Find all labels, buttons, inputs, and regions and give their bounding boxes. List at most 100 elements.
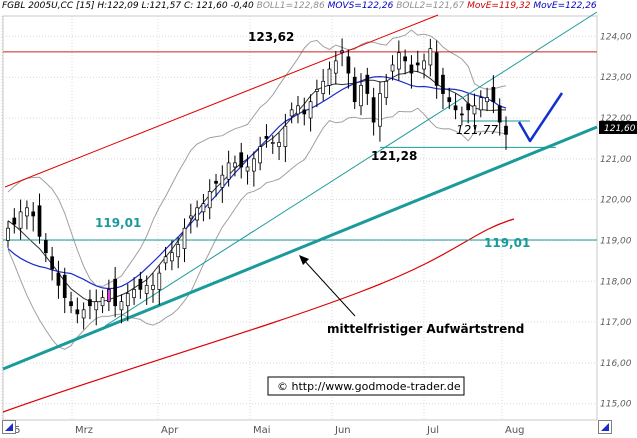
- candle-body: [207, 191, 212, 209]
- candle-body: [214, 180, 218, 184]
- candle-body: [352, 76, 357, 103]
- copyright-text: © http://www.godmode-trader.de: [277, 380, 461, 393]
- candle-body: [466, 103, 471, 111]
- boll2-value: BOLL2=121,67: [396, 1, 465, 11]
- candle-body: [346, 56, 351, 74]
- upper-channel-line: [4, 14, 439, 188]
- candle-body: [170, 252, 174, 262]
- close-value: C: 121,60 -0,40: [183, 1, 254, 11]
- candle-body: [144, 284, 149, 294]
- y-tick-label: 119,00: [600, 236, 632, 246]
- triangle-icon: [601, 423, 609, 431]
- x-tick-label: Jul: [426, 425, 439, 436]
- candle-body: [233, 162, 237, 168]
- candle-body: [182, 227, 187, 249]
- forecast-arrow: [517, 92, 564, 143]
- candle-body: [308, 101, 313, 119]
- bollinger-bands: [7, 29, 507, 350]
- current-price-label: 121,60: [604, 124, 636, 134]
- candle-body: [6, 227, 10, 241]
- candle-body: [37, 205, 42, 237]
- candle-body: [31, 211, 36, 217]
- chart-settings-button[interactable]: [2, 420, 16, 434]
- x-tick-label: Jun: [334, 425, 351, 436]
- candle-body: [12, 217, 17, 225]
- axes: 115,00 116,00 117,00 118,00 119,00 120,00 121,…: [5, 32, 637, 436]
- boll1-value: BOLL1=122,86: [256, 1, 325, 11]
- y-tick-label: 120,00: [600, 196, 632, 206]
- candle-body: [195, 207, 199, 221]
- candle-body: [151, 284, 155, 290]
- candle-body: [371, 97, 376, 123]
- candle-body: [50, 256, 54, 270]
- candle-body: [25, 207, 29, 217]
- candle-body: [239, 152, 244, 168]
- high-annotation: 123,62: [248, 30, 294, 44]
- x-tick-label: Mai: [253, 425, 271, 436]
- candle-body: [289, 109, 294, 117]
- mid-low-annotation: 121,28: [371, 149, 417, 163]
- trend-pointer-line: [301, 257, 356, 317]
- candle-body: [245, 166, 250, 172]
- candle-body: [69, 301, 73, 307]
- candle-body: [277, 142, 281, 147]
- symbol-label: FGBL 2005U,CC [15]: [2, 1, 95, 11]
- candle-body: [403, 56, 407, 62]
- plot-frame: [2, 15, 598, 421]
- y-tick-label: 117,00: [600, 318, 632, 328]
- trend-pointer-head: [299, 255, 309, 265]
- candle-body: [226, 162, 231, 180]
- candle-body: [81, 309, 86, 319]
- candle-body: [157, 272, 162, 290]
- moving-average-red: [2, 218, 515, 413]
- candle-body: [384, 80, 389, 98]
- candle-body: [283, 125, 288, 147]
- chart-grid: [1, 15, 598, 421]
- y-tick-label: 122,00: [600, 114, 632, 124]
- candle-body: [201, 203, 206, 213]
- candle-body: [220, 174, 225, 188]
- candle-body: [251, 158, 256, 172]
- candle-body: [75, 309, 80, 315]
- candle-body: [359, 85, 363, 107]
- support-left-annotation: 119,01: [95, 216, 141, 230]
- candle-body: [18, 211, 23, 229]
- candle-body: [321, 80, 326, 94]
- trend-lines: [2, 11, 598, 413]
- candle-body: [296, 105, 300, 115]
- candle-body: [119, 301, 124, 311]
- inner-trend-line: [104, 11, 598, 327]
- copyright-box: [267, 376, 465, 396]
- candle-body: [56, 272, 61, 286]
- candle-body: [340, 50, 344, 54]
- trend-annotation: mittelfristiger Aufwärtstrend: [327, 322, 524, 336]
- candle-body: [460, 113, 464, 116]
- candle-body: [447, 97, 452, 103]
- high-value: H:122,09: [97, 1, 139, 11]
- chart-scroll-button[interactable]: [598, 420, 612, 434]
- candle-body: [453, 105, 458, 111]
- candle-body: [409, 64, 414, 74]
- candle-body: [302, 109, 307, 115]
- movs-value: MOVS=122,26: [327, 1, 394, 11]
- candle-body: [94, 301, 99, 311]
- support-right-annotation: 119,01: [484, 236, 530, 250]
- candle-body: [163, 256, 168, 264]
- moving-average-blue: [7, 75, 507, 290]
- candle-body: [176, 244, 181, 258]
- move-blue-value: MovE=122,26: [533, 1, 597, 11]
- candle-body: [434, 52, 439, 86]
- y-tick-label: 116,00: [600, 359, 632, 369]
- candle-body: [113, 278, 118, 307]
- candle-body: [333, 60, 338, 74]
- bollinger-lower: [7, 107, 507, 350]
- candle-body: [428, 48, 433, 66]
- candle-body: [472, 105, 477, 115]
- candle-body: [422, 60, 426, 70]
- candle-body: [378, 93, 382, 127]
- candle-body: [100, 297, 105, 307]
- y-tick-label: 121,00: [600, 155, 632, 165]
- moving-average-short: [7, 70, 506, 303]
- y-tick-label: 118,00: [600, 277, 632, 287]
